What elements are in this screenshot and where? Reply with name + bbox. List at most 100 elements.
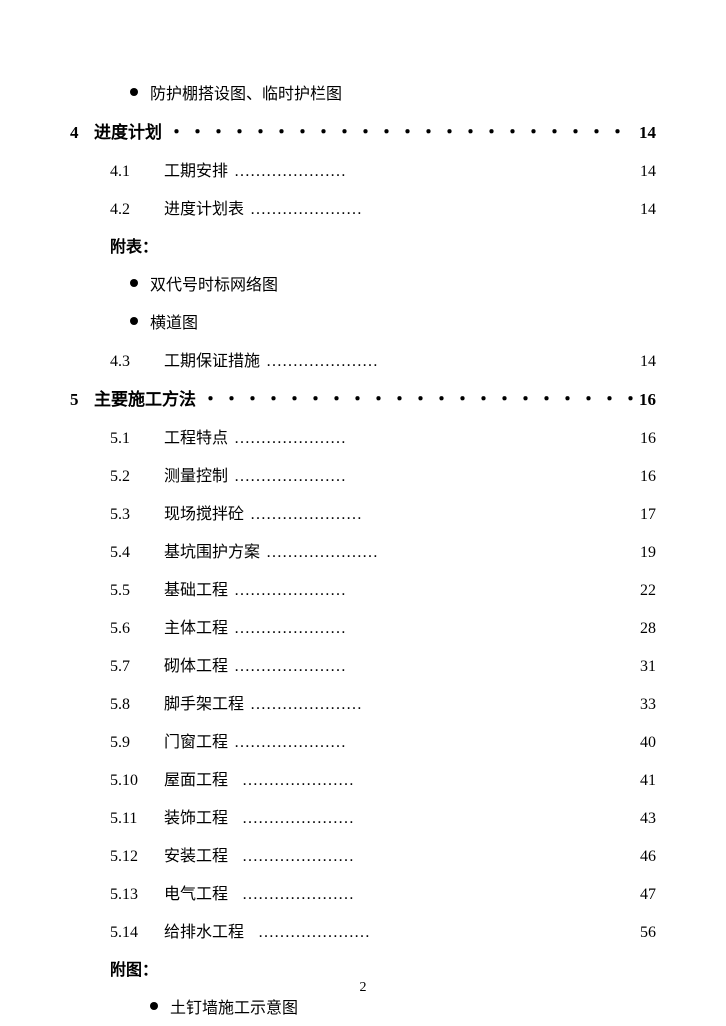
section-page: 56 [640,924,656,942]
section-row: 5.10 屋面工程 ………………… 41 [70,766,656,790]
chapter-page: 16 [639,390,656,410]
section-page: 28 [640,620,656,638]
section-page: 46 [640,848,656,866]
section-number: 5.4 [110,544,152,562]
section-row: 5.4 基坑围护方案 ………………… 19 [70,538,656,562]
section-title: 工期安排 [164,157,228,181]
section-title: 电气工程 [164,880,228,904]
chapter-heading: 4 进度计划 ・・・・・・・・・・・・・・・・・・・・・・・・・・・・・・・・・… [70,118,656,143]
chapter-heading: 5 主要施工方法 ・・・・・・・・・・・・・・・・・・・・・・・・・・・・・・・… [70,385,656,410]
section-title: 基坑围护方案 [164,538,260,562]
section-number: 5.3 [110,506,152,524]
section-leader-dots: ………………… [234,734,346,752]
section-leader-dots: ………………… [250,506,362,524]
section-leader-dots: ………………… [242,810,354,828]
section-leader-dots: ………………… [242,848,354,866]
bullet-icon [150,1002,158,1010]
page-number: 2 [360,980,367,996]
bullet-text: 土钉墙施工示意图 [170,994,298,1018]
section-row: 5.6主体工程…………………28 [70,614,656,638]
bullet-item: 双代号时标网络图 [70,271,656,295]
section-number: 5.6 [110,620,152,638]
section-leader-dots: ………………… [234,658,346,676]
section-page: 16 [640,468,656,486]
bullet-text: 横道图 [150,309,198,333]
chapter-number: 4 [70,123,94,143]
section-leader-dots: ………………… [250,696,362,714]
section-row: 5.7 砌体工程 ………………… 31 [70,652,656,676]
section-page: 14 [640,201,656,219]
chapter-page: 14 [639,123,656,143]
section-number: 5.1 [110,430,152,448]
section-title: 装饰工程 [164,804,228,828]
section-number: 5.13 [110,886,152,904]
bullet-icon [130,317,138,325]
section-number: 5.5 [110,582,152,600]
section-number: 5.10 [110,772,152,790]
section-row: 5.2 测量控制 ………………… 16 [70,462,656,486]
bullet-text: 防护棚搭设图、临时护栏图 [150,80,342,104]
section-page: 14 [640,163,656,181]
section-leader-dots: ………………… [234,430,346,448]
section-row: 5.11装饰工程…………………43 [70,804,656,828]
section-leader-dots: ………………… [234,468,346,486]
section-leader-dots: ………………… [242,886,354,904]
section-title: 现场搅拌砼 [164,500,244,524]
section-number: 4.2 [110,201,152,219]
section-page: 16 [640,430,656,448]
section-title: 测量控制 [164,462,228,486]
section-row: 4.2 进度计划表 ………………… 14 [70,195,656,219]
section-page: 41 [640,772,656,790]
chapter-number: 5 [70,390,94,410]
bullet-text: 双代号时标网络图 [150,271,278,295]
table-of-contents: 防护棚搭设图、临时护栏图 4 进度计划 ・・・・・・・・・・・・・・・・・・・・… [70,80,656,1018]
section-number: 5.7 [110,658,152,676]
section-page: 47 [640,886,656,904]
section-row: 5.5 基础工程 ………………… 22 [70,576,656,600]
bullet-icon [130,88,138,96]
section-row: 5.8脚手架工程…………………33 [70,690,656,714]
section-title: 砌体工程 [164,652,228,676]
section-page: 31 [640,658,656,676]
section-page: 17 [640,506,656,524]
section-leader-dots: ………………… [266,353,378,371]
section-page: 22 [640,582,656,600]
section-number: 4.1 [110,163,152,181]
appendix-label: 附图： [70,956,656,980]
bullet-item: 防护棚搭设图、临时护栏图 [70,80,656,104]
section-number: 5.2 [110,468,152,486]
section-row: 5.9门窗工程…………………40 [70,728,656,752]
section-row: 5.14 给排水工程 ………………… 56 [70,918,656,942]
section-number: 5.8 [110,696,152,714]
section-row: 5.13 电气工程 ………………… 47 [70,880,656,904]
section-row: 5.12 安装工程 ………………… 46 [70,842,656,866]
section-number: 5.9 [110,734,152,752]
chapter-title: 主要施工方法 [94,385,196,410]
section-page: 14 [640,353,656,371]
section-row: 5.1 工程特点 ………………… 16 [70,424,656,448]
bullet-item: 土钉墙施工示意图 [70,994,656,1018]
section-leader-dots: ………………… [234,582,346,600]
section-number: 5.14 [110,924,152,942]
section-title: 屋面工程 [164,766,228,790]
section-leader-dots: ………………… [242,772,354,790]
chapter-title: 进度计划 [94,118,162,143]
section-title: 门窗工程 [164,728,228,752]
section-row: 5.3 现场搅拌砼 ………………… 17 [70,500,656,524]
chapter-leader-dots: ・・・・・・・・・・・・・・・・・・・・・・・・・・・・・・・・・ [168,118,633,143]
section-title: 给排水工程 [164,918,244,942]
section-title: 进度计划表 [164,195,244,219]
section-number: 5.11 [110,810,152,828]
section-number: 5.12 [110,848,152,866]
section-title: 安装工程 [164,842,228,866]
section-title: 工程特点 [164,424,228,448]
section-title: 基础工程 [164,576,228,600]
section-page: 19 [640,544,656,562]
section-leader-dots: ………………… [258,924,370,942]
section-row: 4.3 工期保证措施 ………………… 14 [70,347,656,371]
section-leader-dots: ………………… [250,201,362,219]
section-number: 4.3 [110,353,152,371]
chapter-leader-dots: ・・・・・・・・・・・・・・・・・・・・・・・・・・・・・・・・・ [202,385,633,410]
section-row: 4.1 工期安排 ………………… 14 [70,157,656,181]
section-leader-dots: ………………… [266,544,378,562]
